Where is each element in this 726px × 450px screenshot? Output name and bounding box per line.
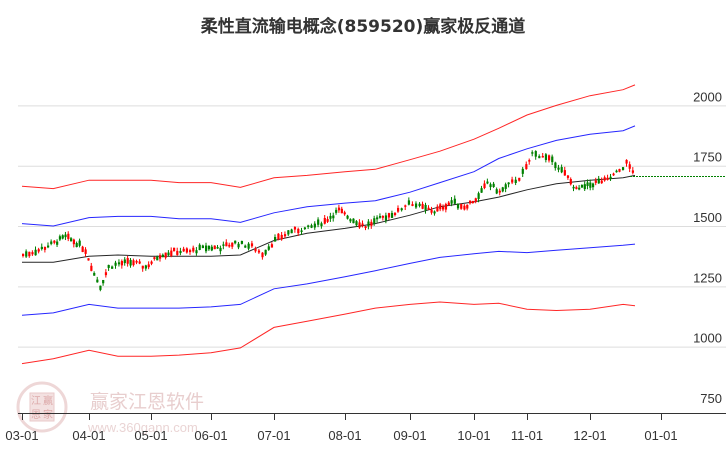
channel-line-center xyxy=(22,174,636,263)
y-tick-label: 1000 xyxy=(693,331,722,346)
y-tick-label: 1500 xyxy=(693,210,722,225)
x-axis: 03-01 04-01 05-01 06-01 07-01 08-01 09-01 10-01… xyxy=(5,413,726,443)
channel-line-upper_outer xyxy=(21,84,636,190)
svg-text:赢: 赢 xyxy=(43,394,53,407)
watermark-url: www.360gann.com xyxy=(87,420,198,435)
x-tick-label: 04-01 xyxy=(72,428,105,443)
candlesticks xyxy=(22,150,635,292)
watermark: 江赢恩 家 赢家江恩软件 www.360gann.com xyxy=(16,381,204,435)
x-tick-label: 09-01 xyxy=(393,428,426,443)
x-tick-label: 07-01 xyxy=(257,428,290,443)
watermark-brand: 赢家江恩软件 xyxy=(90,391,204,413)
x-tick-label: 10-01 xyxy=(457,428,490,443)
x-tick-label: 11-01 xyxy=(511,428,543,443)
channel-line-lower_outer xyxy=(21,301,636,365)
y-tick-label: 1250 xyxy=(693,270,722,285)
svg-text:恩: 恩 xyxy=(31,409,41,421)
y-tick-label: 2000 xyxy=(693,89,722,104)
chart-title: 柔性直流输电概念(859520)赢家极反通道 xyxy=(200,17,526,37)
x-tick-label: 12-01 xyxy=(573,428,606,443)
channel-line-lower_inner xyxy=(21,243,636,316)
svg-text:江: 江 xyxy=(31,395,41,407)
svg-text:家: 家 xyxy=(43,408,53,421)
x-tick-label: 05-01 xyxy=(134,428,167,443)
x-tick-label: 06-01 xyxy=(194,428,227,443)
x-tick-label: 08-01 xyxy=(328,428,361,443)
y-tick-label: 750 xyxy=(700,391,722,406)
y-tick-label: 1750 xyxy=(693,150,722,165)
channel-line-upper_inner xyxy=(21,125,636,227)
x-tick-label: 01-01 xyxy=(644,428,677,443)
y-grid: 750 1000 1250 1500 1750 2000 xyxy=(18,89,726,406)
x-tick-label: 03-01 xyxy=(5,428,38,443)
